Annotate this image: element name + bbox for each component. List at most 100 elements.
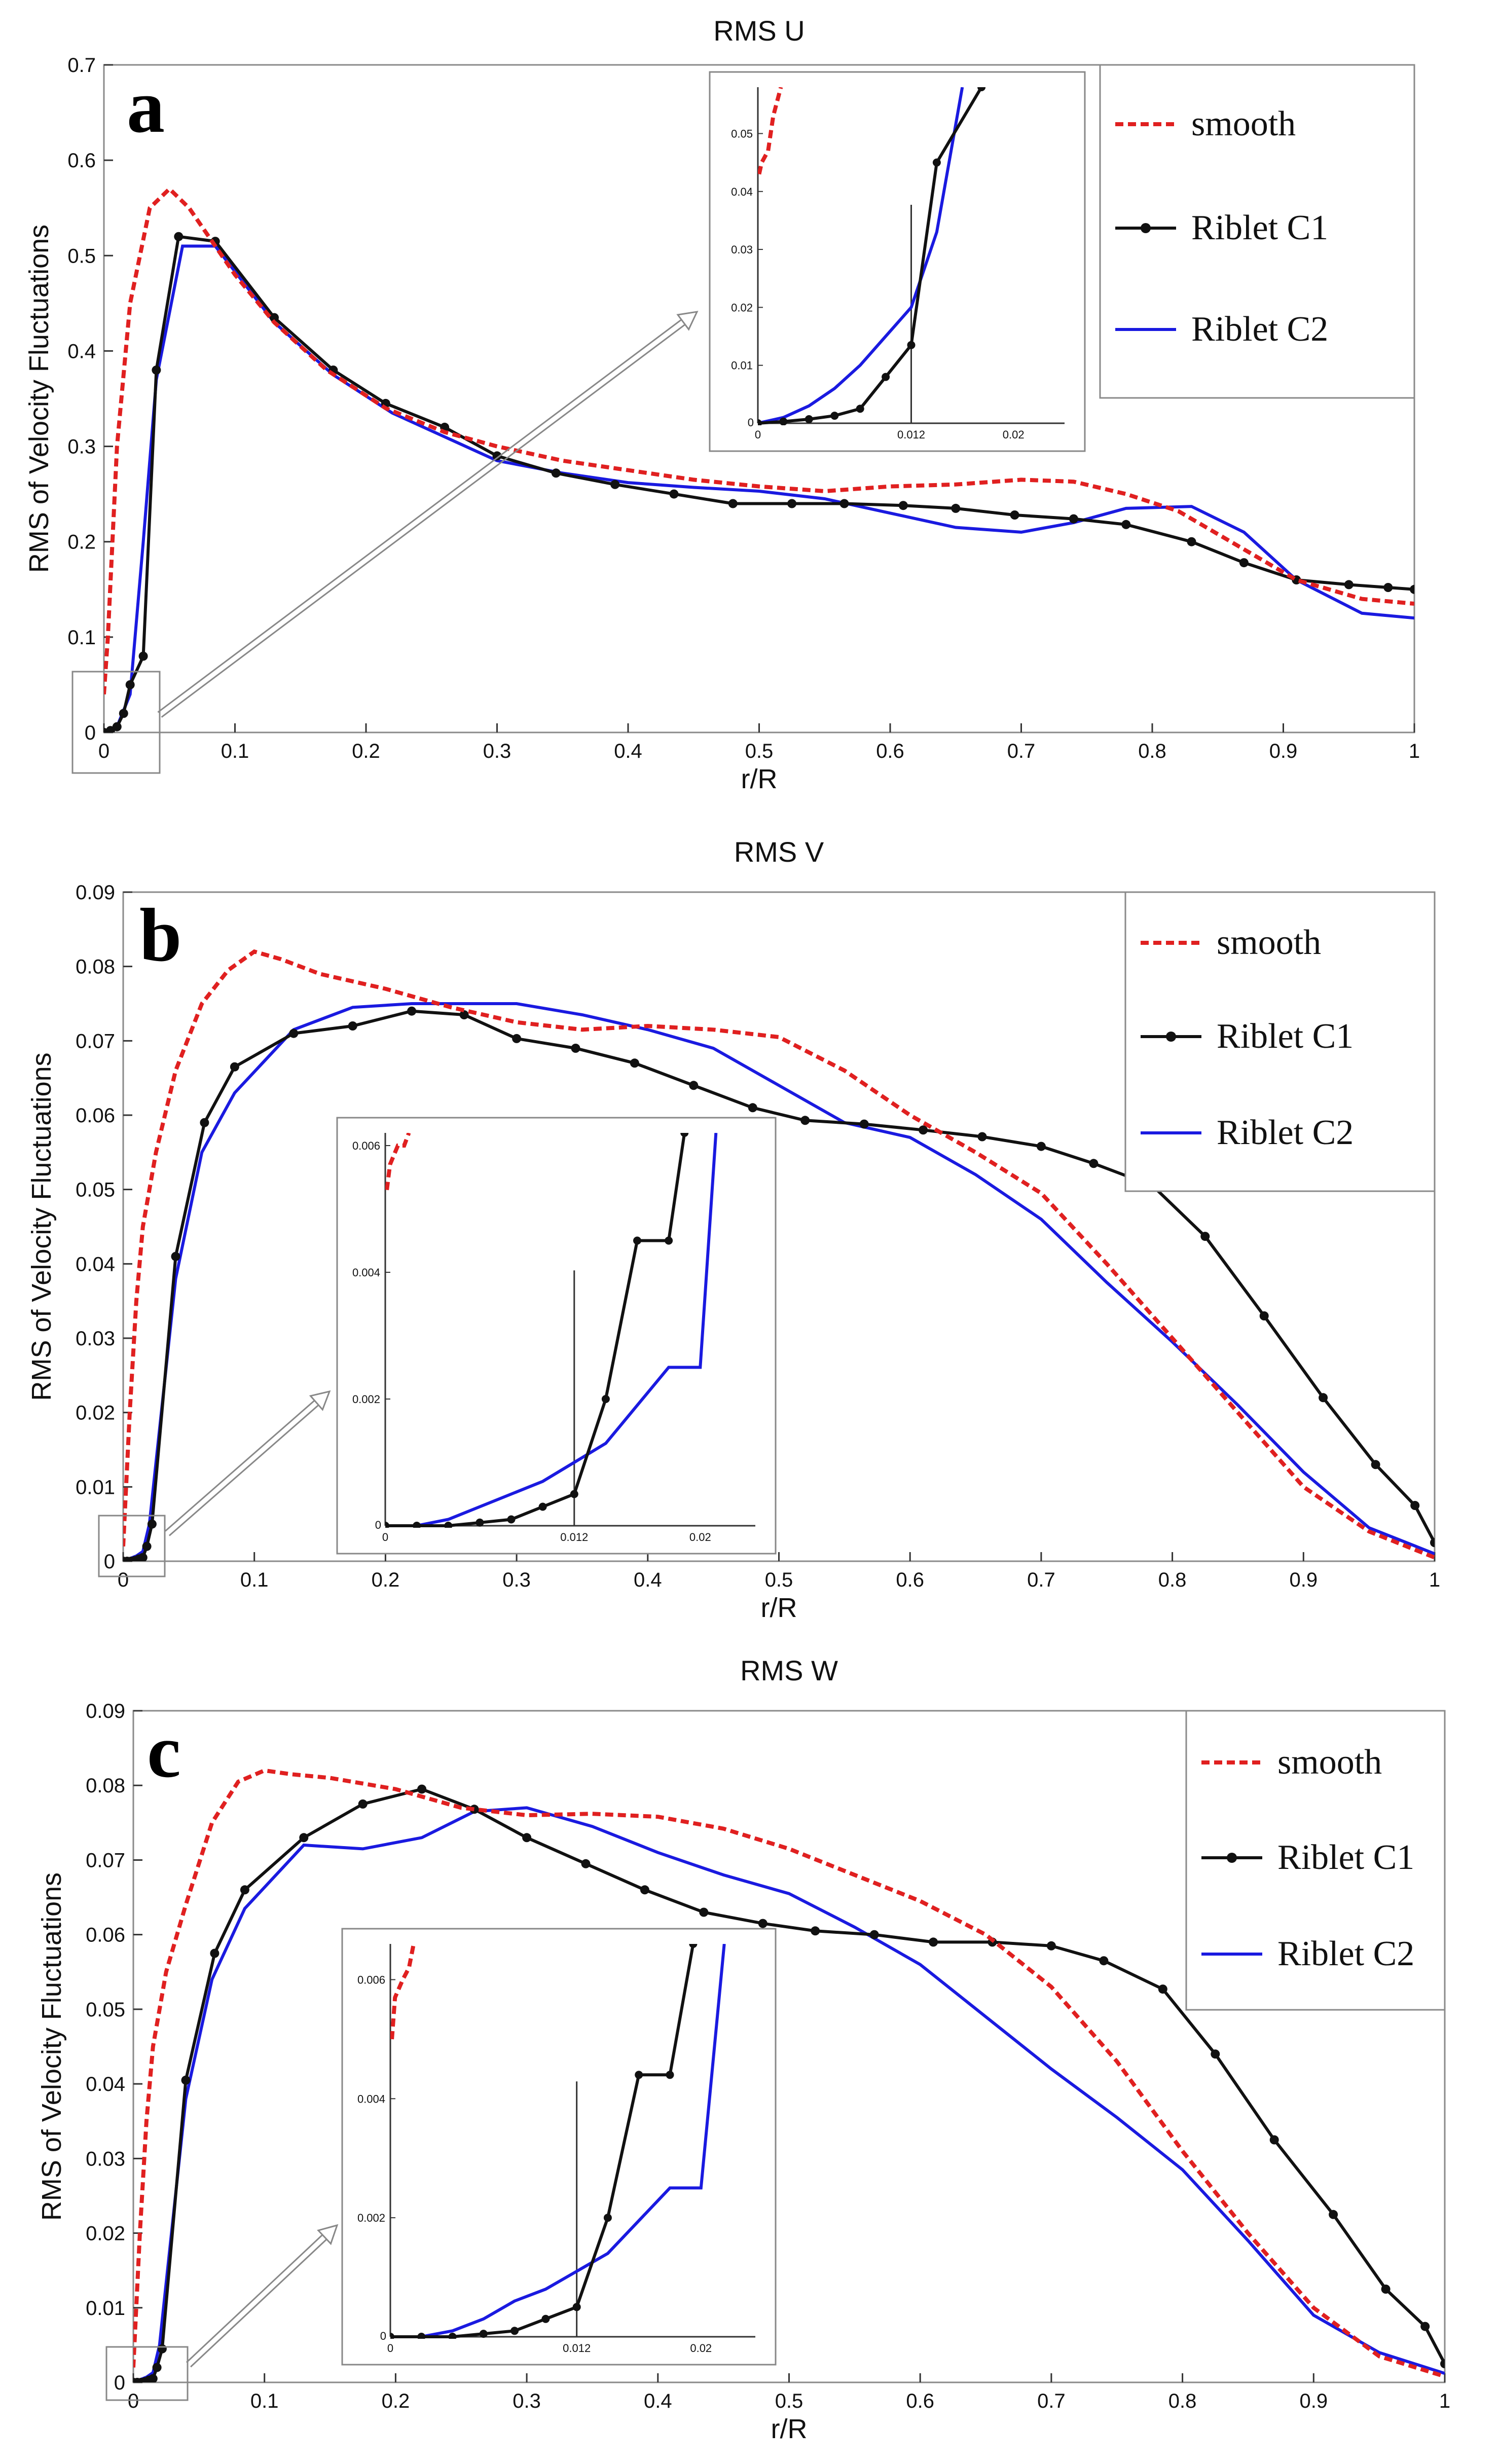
y-axis-label: RMS of Velocity Fluctuations [26,1052,57,1401]
inset-series-riblet-c1-point [413,1522,421,1528]
series-riblet-c1-point [1410,584,1414,594]
series-smooth-line [133,1768,1445,2379]
x-tick-label: 0.6 [906,2390,934,2412]
inset-series-riblet-c1-point [633,1236,641,1245]
legend-marker-riblet-c1 [1141,223,1151,233]
y-tick-label: 0.02 [86,2223,125,2245]
legend-label-riblet-c1: Riblet C1 [1217,1017,1354,1056]
series-riblet-c1-point [1410,1501,1420,1510]
y-tick-label: 0.6 [67,150,96,172]
series-riblet-c1-point [689,1081,699,1090]
series-riblet-c1-point [839,499,849,508]
series-riblet-c1-point [299,1833,309,1843]
y-tick-label: 0.02 [76,1402,115,1424]
x-axis-label: r/R [771,2414,808,2444]
series-riblet-c1-point [1089,1159,1099,1168]
inset-series-riblet-c1-point [603,2214,612,2222]
zoom-arrow-head [309,1390,331,1411]
series-riblet-c1-point [800,1116,810,1125]
inset-x-tick-label: 0.012 [897,428,925,441]
series-riblet-c1-point [728,499,738,508]
inset-series-riblet-c1-point [882,373,890,381]
series-riblet-c1-point [171,1252,180,1261]
legend-label-riblet-c1: Riblet C1 [1191,208,1328,247]
series-riblet-c1-point [1200,1232,1210,1241]
zoom-region-box [71,671,161,774]
x-tick-label: 0.1 [240,1569,269,1591]
legend-label-smooth: smooth [1277,1743,1382,1782]
x-tick-label: 1 [1439,2390,1450,2412]
inset-y-tick-label: 0.004 [357,2092,385,2105]
series-riblet-c1-point [1158,1984,1167,1994]
y-tick-label: 0.03 [76,1328,115,1350]
series-riblet-c1-point [581,1859,591,1868]
x-tick-label: 0.5 [765,1569,793,1591]
x-tick-label: 0.7 [1007,740,1036,762]
inset-y-tick-label: 0.006 [352,1139,380,1152]
inset-series-riblet-c1-point [385,1522,389,1528]
series-riblet-c1-point [1319,1393,1328,1403]
series-group [133,1768,1445,2382]
inset-y-tick-label: 0.02 [731,301,753,314]
inset-y-origin-label: 0 [375,1519,381,1531]
y-tick-label: 0.05 [86,1999,125,2021]
y-tick-label: 0.08 [76,956,115,978]
zoom-arrow-line [190,2237,329,2368]
inset-series-riblet-c1-point [444,1522,453,1528]
series-riblet-c1-point [640,1885,649,1895]
inset-y-tick-label: 0.05 [731,127,753,140]
zoom-region-box [98,1515,166,1577]
y-tick-label: 0.1 [67,627,96,649]
y-tick-label: 0 [114,2372,125,2394]
series-riblet-c1-point [270,313,279,322]
panel-letter: c [147,1709,181,1793]
x-tick-label: 0.3 [502,1569,531,1591]
inset-series-riblet-c1-point [448,2333,457,2339]
chart-panel-a: RMS U 0 0.1 0.2 0.3 0.4 0.5 0.6 0.7 0.8 0.9 1 0 0.1 0.… [24,15,1420,794]
x-tick-label: 0.1 [221,740,249,762]
legend-label-riblet-c2: Riblet C2 [1217,1113,1354,1152]
series-riblet-c1-point [1069,514,1078,524]
series-riblet-c1-point [181,2075,191,2085]
inset-series-riblet-c1-point [680,1133,689,1137]
inset-series-riblet-c1-point [572,2303,581,2311]
inset-frame [336,1117,777,1555]
series-riblet-c1-point [1269,2135,1279,2145]
inset-series-group [385,1133,718,1528]
inset-series-riblet-c2-line [385,1133,718,1527]
x-tick-label: 0 [128,2390,139,2412]
inset-series-riblet-c2-line [758,87,964,425]
y-tick-label: 0.4 [67,340,96,362]
x-tick-label: 0.8 [1168,2390,1197,2412]
x-tick-label: 0.1 [250,2390,279,2412]
series-smooth-line [104,186,1414,694]
inset-series-riblet-c1-point [856,404,864,413]
inset-series-riblet-c1-point [779,417,788,425]
y-tick-label: 0.03 [86,2148,125,2170]
y-tick-label: 0.07 [76,1030,115,1052]
series-riblet-c1-point [811,1926,820,1936]
y-tick-label: 0.08 [86,1775,125,1797]
x-tick-label: 0.4 [614,740,642,762]
series-riblet-c1-point [1329,2210,1338,2219]
x-tick-label: 0.2 [352,740,380,762]
x-tick-label: 0.3 [483,740,511,762]
series-riblet-c1-point [1383,583,1393,592]
zoom-region-box [105,2346,189,2401]
series-riblet-c1-point [1430,1538,1435,1548]
inset-series-riblet-c1-point [805,415,813,423]
x-tick-label: 0 [118,1569,129,1591]
legend-label-smooth: smooth [1191,104,1296,143]
series-riblet-c1-point [699,1907,709,1917]
y-tick-label: 0 [104,1551,115,1573]
chart-title: RMS W [740,1654,838,1686]
series-riblet-c1-point [522,1833,532,1843]
inset-y-tick-label: 0.004 [352,1266,380,1279]
inset-x-tick-label: 0.02 [689,1531,711,1543]
series-riblet-c1-point [869,1930,879,1939]
series-riblet-c1-point [1440,2359,1445,2369]
inset-x-tick-label: 0 [387,2342,393,2355]
y-tick-label: 0.07 [86,1849,125,1871]
inset-series-riblet-c1-point [977,87,986,91]
inset-series-riblet-c1-point [507,1515,516,1524]
